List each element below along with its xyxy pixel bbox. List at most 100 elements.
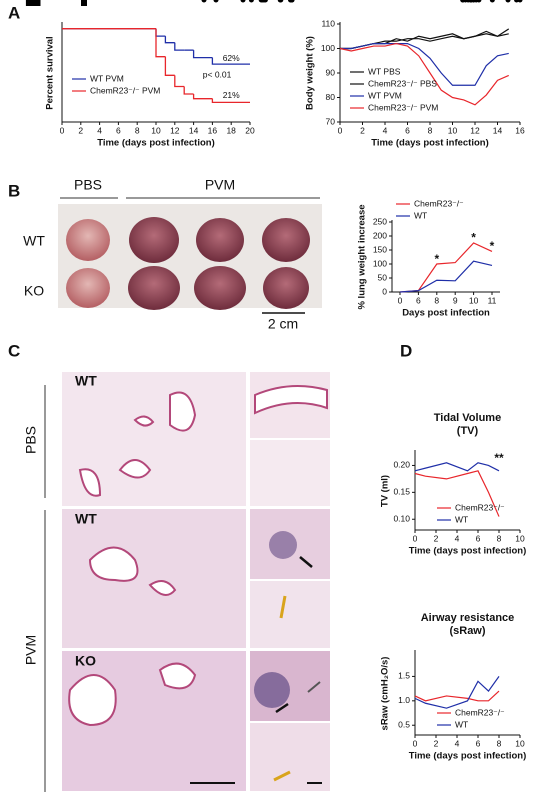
marker (468, 0, 474, 3)
marker (93, 0, 99, 6)
panel-letter: D (400, 341, 412, 360)
x-tick-label: 8 (428, 125, 433, 135)
y-tick-label: 110 (321, 18, 335, 28)
y-tick-label: 100 (321, 43, 335, 53)
x-tick-label: 0 (413, 533, 418, 543)
step-segment (174, 75, 185, 88)
x-tick-label: 10 (515, 533, 525, 543)
x-tick-label: 20 (245, 125, 255, 135)
step-segment (183, 86, 194, 95)
photo-column: PBS (74, 177, 102, 193)
panel-letter: C (8, 341, 20, 360)
x-tick-label: 8 (434, 295, 439, 305)
legend-label: WT PVM (368, 90, 402, 100)
histology-tag: KO (75, 653, 96, 669)
marker (201, 0, 207, 3)
legend-label: ChemR23⁻/⁻ (455, 707, 505, 717)
marker (81, 0, 87, 6)
x-tick-label: 2 (434, 533, 439, 543)
y-tick-label: 1.5 (398, 671, 410, 681)
chart-title: Tidal Volume (434, 412, 501, 424)
marker (278, 0, 284, 3)
step-segment (211, 57, 250, 65)
step-segment (192, 50, 213, 59)
y-tick-label: 1.0 (398, 695, 410, 705)
chart-subtitle: (sRaw) (449, 625, 485, 637)
panel-letter: A (8, 3, 20, 22)
x-tick-label: 0 (398, 295, 403, 305)
x-axis-label: Time (days post infection) (371, 138, 489, 149)
panel-letter: B (8, 181, 20, 200)
y-axis-label: % lung weight increase (357, 204, 368, 309)
series-line (340, 33, 509, 50)
series-line (414, 690, 500, 702)
x-tick-label: 2 (78, 125, 83, 135)
legend-label: WT (455, 514, 468, 524)
y-tick-label: 150 (373, 244, 387, 254)
marker (240, 0, 246, 3)
marker (476, 0, 482, 3)
x-axis-label: Time (days post infection) (409, 546, 527, 557)
y-axis-label: sRaw (cmH₂O/s) (380, 657, 391, 731)
y-axis-label: Percent survival (45, 36, 56, 109)
step-segment (155, 28, 166, 37)
photo-row: WT (23, 233, 45, 249)
x-tick-label: 10 (469, 295, 479, 305)
annotation: 21% (223, 90, 240, 100)
x-tick-label: 11 (488, 295, 497, 305)
legend-label: ChemR23⁻/⁻ PVM (368, 102, 438, 112)
x-tick-label: 8 (497, 533, 502, 543)
y-tick-label: 200 (373, 230, 387, 240)
marker (62, 0, 69, 6)
x-tick-label: 0 (338, 125, 343, 135)
legend-label: WT PVM (90, 73, 124, 83)
y-tick-label: 0.15 (393, 487, 410, 497)
y-tick-label: 0.10 (393, 513, 410, 523)
step-segment (211, 98, 250, 104)
annotation: ** (494, 451, 504, 465)
y-tick-label: 100 (373, 258, 387, 268)
annotation: 62% (223, 53, 240, 63)
x-tick-label: 4 (97, 125, 102, 135)
x-tick-label: 14 (189, 125, 199, 135)
step-segment (164, 56, 175, 76)
step-segment (164, 36, 175, 44)
legend-label: WT PBS (368, 66, 401, 76)
x-tick-label: 6 (476, 738, 481, 748)
marker (50, 0, 57, 6)
x-axis-label: Time (days post infection) (409, 751, 527, 762)
y-tick-label: 0.5 (398, 719, 410, 729)
histology-row: PBS (23, 426, 39, 454)
x-tick-label: 18 (226, 125, 236, 135)
marker (87, 0, 94, 3)
histology-tag: WT (75, 373, 97, 389)
y-tick-label: 250 (373, 216, 387, 226)
legend-label: WT (455, 719, 468, 729)
x-tick-label: 9 (453, 295, 458, 305)
x-tick-label: 10 (515, 738, 525, 748)
legend-label: ChemR23⁻/⁻ (455, 502, 505, 512)
photo-column: PVM (205, 177, 235, 193)
series-line (340, 43, 509, 86)
series-line (399, 242, 493, 293)
series-line (339, 42, 509, 106)
legend-label: ChemR23⁻/⁻ PVM (90, 85, 160, 95)
marker (288, 0, 294, 3)
histology-images (62, 372, 330, 791)
x-tick-label: 4 (383, 125, 388, 135)
x-tick-label: 12 (470, 125, 480, 135)
marker (248, 0, 254, 3)
y-axis-label: TV (ml) (380, 475, 391, 507)
marker (105, 0, 111, 3)
legend-label: WT (414, 210, 427, 220)
x-tick-label: 14 (493, 125, 503, 135)
marker (33, 0, 40, 6)
x-tick-label: 6 (405, 125, 410, 135)
lung-photos (58, 204, 322, 310)
legend-label: ChemR23⁻/⁻ PBS (368, 78, 437, 88)
x-tick-label: 8 (497, 738, 502, 748)
annotation: * (490, 239, 495, 253)
x-tick-label: 10 (151, 125, 161, 135)
x-axis-label: Time (days post infection) (97, 138, 215, 149)
